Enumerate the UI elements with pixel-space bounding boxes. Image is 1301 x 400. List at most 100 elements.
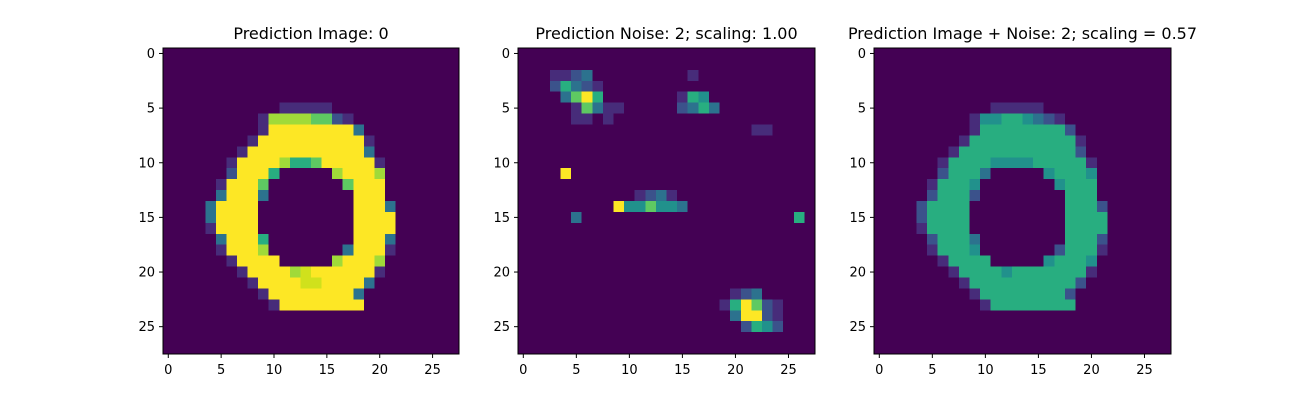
heatmap-cell [1033,91,1045,104]
heatmap-cell [677,266,689,279]
heatmap-cell [311,201,323,213]
heatmap-cell [321,310,333,322]
heatmap-cell [448,266,460,279]
heatmap-cell [1160,124,1172,137]
heatmap-cell [698,91,710,104]
heatmap-cell [990,299,1002,311]
heatmap-cell [1011,277,1024,290]
heatmap-cell [1075,80,1087,93]
heatmap-cell [793,80,805,93]
heatmap-cell [937,343,949,355]
heatmap-cell [980,277,992,290]
heatmap-cell [385,299,397,311]
heatmap-cell [528,58,540,71]
heatmap-cell [740,222,752,235]
heatmap-cell [884,321,896,333]
heatmap-cell [194,288,206,300]
heatmap-cell [783,288,795,300]
heatmap-cell [990,190,1002,202]
heatmap-cell [311,69,323,82]
heatmap-cell [1001,310,1013,322]
heatmap-cell [258,288,270,300]
heatmap-cell [592,168,604,180]
heatmap-cell [916,222,928,235]
heatmap-cell [927,310,939,322]
heatmap-cell [916,91,928,104]
heatmap-cell [528,190,540,202]
heatmap-cell [990,321,1002,333]
heatmap-cell [884,211,896,224]
heatmap-cell [884,179,896,191]
heatmap-cell [1107,146,1119,158]
heatmap-cell [258,69,270,82]
heatmap-cell [740,135,752,147]
heatmap-cell [184,288,196,300]
heatmap-cell [448,277,460,290]
heatmap-cell [163,168,175,180]
heatmap-cell [730,310,742,322]
heatmap-cell [645,113,657,126]
heatmap-cell [1043,179,1055,191]
heatmap-cell [560,266,572,279]
heatmap-cell [539,157,551,169]
heatmap-cell [1096,277,1108,290]
heatmap-cell [300,277,312,290]
heatmap-cell [353,179,365,191]
heatmap-cell [969,48,981,60]
heatmap-cell [321,299,333,311]
heatmap-cell [1043,102,1055,115]
heatmap-cell [708,69,721,82]
heatmap-cell [215,113,228,126]
heatmap-cell [602,222,615,235]
heatmap-cell [163,91,175,104]
heatmap-cell [581,321,593,333]
heatmap-cell [385,310,397,322]
heatmap-cell [793,157,805,169]
y-tick-label: 5 [502,102,510,117]
heatmap-cell [980,190,992,202]
heatmap-cell [761,332,774,344]
heatmap-cell [332,332,344,344]
heatmap-cell [184,343,196,355]
heatmap-cell [571,80,583,93]
heatmap-cell [374,201,386,213]
heatmap-cell [708,288,721,300]
heatmap-cell [1075,168,1087,180]
heatmap-cell [321,91,333,104]
heatmap-cell [969,233,981,246]
heatmap-cell [634,113,646,126]
heatmap-cell [874,91,886,104]
y-tick-label: 0 [858,47,866,62]
heatmap-cell [173,91,185,104]
heatmap-cell [980,157,992,169]
heatmap-cell [804,91,816,104]
heatmap-cell [1054,58,1066,71]
heatmap-cell [300,299,312,311]
heatmap-cell [416,321,428,333]
heatmap-cell [1096,113,1108,126]
heatmap-cell [969,201,981,213]
heatmap-cell [311,124,323,137]
heatmap-cell [549,222,562,235]
heatmap-cell [804,102,816,115]
heatmap-cell [416,146,428,158]
heatmap-cell [990,255,1002,268]
heatmap-cell [677,91,689,104]
heatmap-cell [289,91,302,104]
heatmap-cell [740,102,752,115]
heatmap-cell [1149,80,1161,93]
heatmap-cell [194,222,206,235]
heatmap-cell [772,190,784,202]
heatmap-cell [279,288,291,300]
heatmap-cell [948,211,960,224]
heatmap-cell [226,124,238,137]
heatmap-cell [937,211,949,224]
heatmap-cell [289,321,302,333]
heatmap-cell [1128,310,1140,322]
heatmap-cell [528,102,540,115]
heatmap-cell [698,222,710,235]
heatmap-cell [927,157,939,169]
heatmap-cell [874,255,886,268]
heatmap-cell [677,201,689,213]
heatmap-cell [677,157,689,169]
